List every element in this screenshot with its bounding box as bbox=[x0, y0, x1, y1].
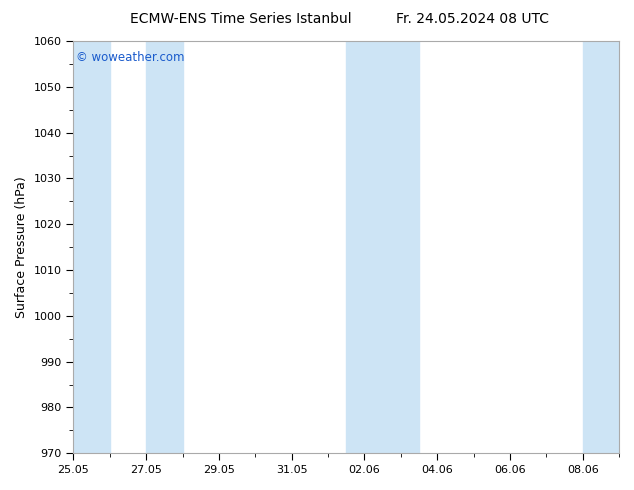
Bar bbox=[74, 41, 110, 453]
Y-axis label: Surface Pressure (hPa): Surface Pressure (hPa) bbox=[15, 176, 28, 318]
Bar bbox=[346, 41, 419, 453]
Bar bbox=[146, 41, 183, 453]
Text: © woweather.com: © woweather.com bbox=[76, 51, 184, 64]
Text: ECMW-ENS Time Series Istanbul: ECMW-ENS Time Series Istanbul bbox=[130, 12, 352, 26]
Bar bbox=[583, 41, 619, 453]
Text: Fr. 24.05.2024 08 UTC: Fr. 24.05.2024 08 UTC bbox=[396, 12, 549, 26]
